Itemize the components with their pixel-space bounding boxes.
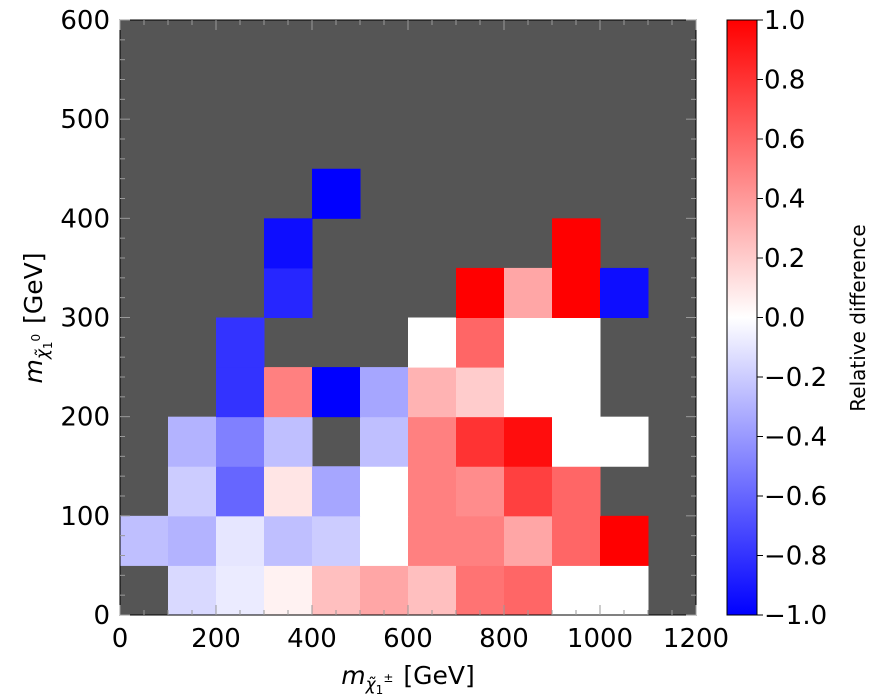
heatmap-cell <box>360 416 409 467</box>
heatmap-cell <box>552 416 601 467</box>
colorbar-tick-label: −1.0 <box>764 601 827 631</box>
x-axis-title: mχ̃1± [GeV] <box>341 661 475 695</box>
heatmap-cell <box>504 367 553 418</box>
heatmap-cell <box>312 515 361 566</box>
heatmap-cell <box>504 565 553 616</box>
heatmap-cell <box>408 317 457 368</box>
x-tick-label: 400 <box>287 624 337 654</box>
heatmap-cell <box>360 466 409 517</box>
colorbar-label: Relative difference <box>846 224 870 411</box>
x-tick-labels: 0 200 400 600 800 1000 1200 <box>112 624 729 654</box>
heatmap-cell <box>504 466 553 517</box>
heatmap-cell <box>264 466 313 517</box>
heatmap-cell <box>552 317 601 368</box>
heatmap-cell <box>264 267 313 318</box>
x-tick-label: 0 <box>112 624 129 654</box>
y-tick-label: 500 <box>60 105 110 135</box>
x-tick-label: 1200 <box>663 624 729 654</box>
heatmap-cell <box>360 367 409 418</box>
heatmap-cell <box>264 416 313 467</box>
heatmap-cell <box>216 367 265 418</box>
axis-ticks <box>119 19 697 616</box>
x-tick-label: 1000 <box>567 624 633 654</box>
heatmap-cell <box>552 466 601 517</box>
heatmap-cells <box>120 168 649 616</box>
heatmap-cell <box>216 565 265 616</box>
heatmap-cell <box>264 515 313 566</box>
heatmap-cell <box>600 267 649 318</box>
heatmap-cell <box>312 367 361 418</box>
heatmap-cell <box>264 218 313 269</box>
x-tick-label: 600 <box>383 624 433 654</box>
heatmap-cell <box>216 416 265 467</box>
y-axis-title: mχ̃10[GeV] <box>19 252 55 383</box>
colorbar-tick-label: 1.0 <box>764 6 805 36</box>
heatmap-cell <box>552 367 601 418</box>
y-tick-label: 200 <box>60 403 110 433</box>
colorbar <box>726 19 758 616</box>
heatmap-cell <box>456 317 505 368</box>
heatmap-cell <box>408 515 457 566</box>
colorbar-tick-label: −0.6 <box>764 482 827 512</box>
x-tick-label: 800 <box>479 624 529 654</box>
heatmap-cell <box>552 565 601 616</box>
y-tick-label: 400 <box>60 204 110 234</box>
heatmap-cell <box>408 416 457 467</box>
heatmap-cell <box>456 466 505 517</box>
heatmap-cell <box>600 416 649 467</box>
heatmap-cell <box>216 317 265 368</box>
colorbar-tick-label: 0.2 <box>764 244 805 274</box>
heatmap-cell <box>264 565 313 616</box>
heatmap-cell <box>600 565 649 616</box>
colorbar-tick-label: 0.0 <box>764 304 805 334</box>
x-tick-label: 200 <box>191 624 241 654</box>
heatmap-cell <box>168 416 217 467</box>
heatmap-cell <box>504 416 553 467</box>
heatmap-cell <box>168 515 217 566</box>
y-tick-labels: 0 100 200 300 400 500 600 <box>60 6 110 631</box>
heatmap-cell <box>408 565 457 616</box>
heatmap-cell <box>552 218 601 269</box>
heatmap-cell <box>312 565 361 616</box>
y-tick-label: 0 <box>93 601 110 631</box>
heatmap-cell <box>456 367 505 418</box>
heatmap-cell <box>168 466 217 517</box>
heatmap-cell <box>120 515 169 566</box>
heatmap-cell <box>312 466 361 517</box>
heatmap-cell <box>264 367 313 418</box>
heatmap-cell <box>360 565 409 616</box>
heatmap-cell <box>600 515 649 566</box>
heatmap-cell <box>552 515 601 566</box>
heatmap-cell <box>504 515 553 566</box>
heatmap-cell <box>504 317 553 368</box>
heatmap-cell <box>456 267 505 318</box>
heatmap-cell <box>504 267 553 318</box>
heatmap-cell <box>216 466 265 517</box>
colorbar-tick-label: −0.4 <box>764 423 827 453</box>
heatmap-cell <box>360 515 409 566</box>
y-tick-label: 600 <box>60 6 110 36</box>
colorbar-tick-label: 0.4 <box>764 185 805 215</box>
heatmap-cell <box>456 416 505 467</box>
y-tick-label: 100 <box>60 502 110 532</box>
heatmap-cell <box>456 515 505 566</box>
heatmap-cell <box>408 466 457 517</box>
heatmap-cell <box>216 515 265 566</box>
heatmap-cell <box>456 565 505 616</box>
colorbar-tick-label: −0.2 <box>764 363 827 393</box>
colorbar-ticks: −1.0 −0.8 −0.6 −0.4 −0.2 0.0 0.2 0.4 0.6 0.8 1.0 <box>757 6 827 631</box>
y-tick-label: 300 <box>60 304 110 334</box>
colorbar-tick-label: 0.6 <box>764 125 805 155</box>
colorbar-tick-label: −0.8 <box>764 542 827 572</box>
heatmap-cell <box>168 565 217 616</box>
heatmap-cell <box>408 367 457 418</box>
heatmap-cell <box>312 168 361 219</box>
colorbar-tick-label: 0.8 <box>764 66 805 96</box>
heatmap-cell <box>552 267 601 318</box>
